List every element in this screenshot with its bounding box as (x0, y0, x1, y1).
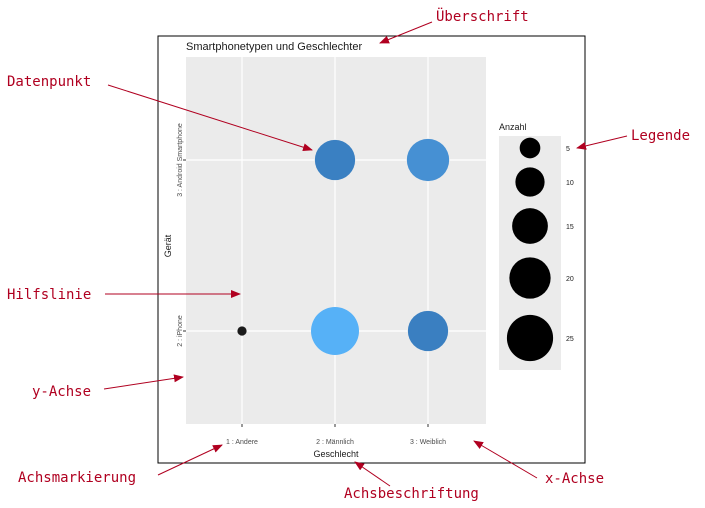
legend-label: 10 (566, 180, 574, 187)
axis-ticks (183, 159, 429, 427)
data-points (237, 138, 450, 355)
chart-title: Smartphonetypen und Geschlechter (186, 41, 362, 53)
legend-key-circle (515, 167, 545, 197)
legend-key-circle (512, 208, 548, 244)
legend-label: 25 (566, 336, 574, 343)
data-point (237, 326, 247, 336)
y-tick-label: 3 : Android Smartphone (177, 123, 184, 197)
x-tick-label: 3 : Weiblich (410, 439, 446, 446)
legend-key-circle (509, 257, 551, 299)
arrow-x-achse (473, 440, 538, 479)
annotation-legende: Legende (631, 128, 690, 144)
arrow-y-achse (103, 374, 184, 390)
annotation-achsmarkierung: Achsmarkierung (18, 470, 136, 486)
arrow-legende (576, 135, 628, 150)
legend-label: 20 (566, 276, 574, 283)
legend-entries: 5 10 15 20 25 (506, 137, 574, 362)
legend-key-circle (506, 314, 554, 362)
arrow-datenpunkt (107, 84, 313, 152)
y-axis-label: Gerät (163, 234, 173, 257)
y-tick-labels: 2 : iPhone 3 : Android Smartphone (177, 123, 184, 347)
x-axis-label: Geschlecht (313, 449, 359, 459)
legend-key-circle (519, 137, 541, 159)
y-tick-label: 2 : iPhone (177, 315, 184, 347)
legend-title: Anzahl (499, 122, 527, 132)
annotation-x-achse: x-Achse (545, 471, 604, 487)
arrow-ueberschrift (379, 21, 433, 44)
plot-panel (186, 57, 486, 424)
annotation-achsbeschriftung: Achsbeschriftung (344, 486, 479, 502)
data-point (314, 139, 356, 181)
annotation-ueberschrift: Überschrift (436, 7, 529, 25)
data-point (406, 138, 450, 182)
legend-label: 5 (566, 146, 570, 153)
legend-label: 15 (566, 224, 574, 231)
data-point (311, 307, 359, 355)
arrow-achsbeschriftung (354, 461, 391, 487)
annotation-hilfslinie: Hilfslinie (7, 287, 91, 303)
annotation-datenpunkt: Datenpunkt (7, 74, 91, 90)
x-tick-label: 1 : Andere (226, 439, 258, 446)
arrow-achsmarkierung (157, 444, 223, 476)
x-tick-labels: 1 : Andere 2 : Männlich 3 : Weiblich (226, 439, 446, 446)
x-tick-label: 2 : Männlich (316, 439, 354, 446)
data-point (407, 310, 449, 352)
annotation-y-achse: y-Achse (32, 384, 91, 400)
